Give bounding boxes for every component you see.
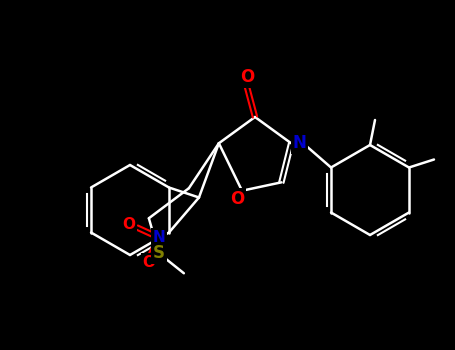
Text: O: O (240, 68, 254, 86)
Text: N: N (292, 134, 306, 152)
Text: O: O (122, 217, 136, 232)
Text: O: O (230, 190, 244, 208)
Text: O: O (142, 255, 156, 270)
Text: S: S (153, 244, 165, 262)
Text: N: N (152, 230, 165, 245)
